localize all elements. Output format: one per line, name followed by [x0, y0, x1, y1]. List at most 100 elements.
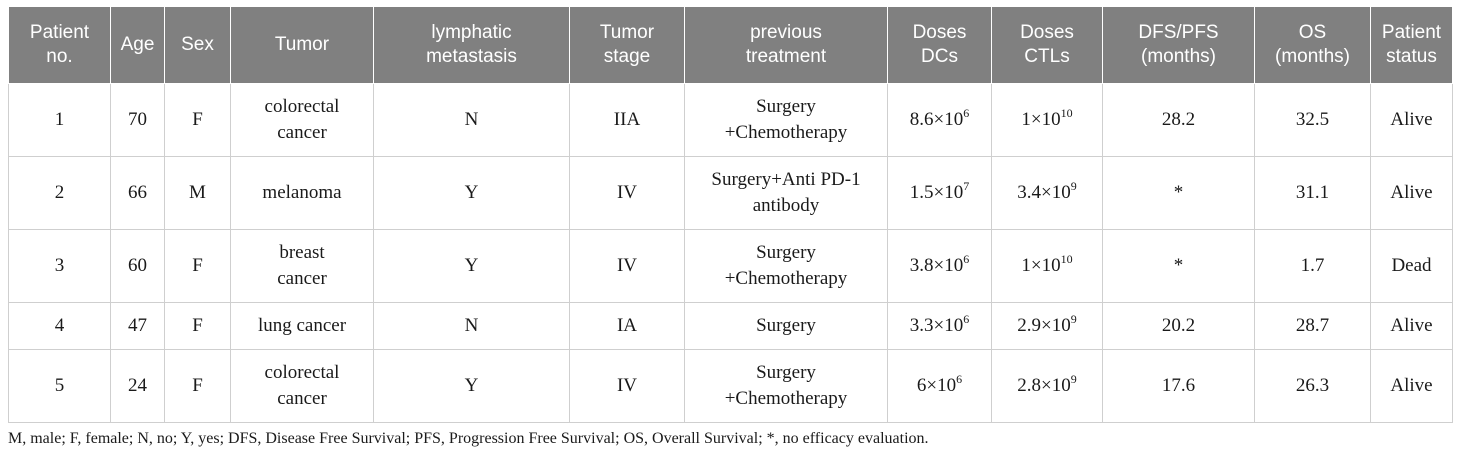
cell-lymphatic-metastasis: N — [373, 83, 570, 157]
cell-tumor-stage: IV — [569, 156, 685, 230]
dose-base: 2.8×10 — [1017, 375, 1071, 396]
cell-doses-dcs: 8.6×106 — [887, 83, 992, 157]
header-doses-ctls: Doses CTLs — [991, 6, 1103, 84]
cell-age: 60 — [110, 229, 165, 303]
cell-dfs-pfs: * — [1102, 156, 1255, 230]
cell-patient-status: Alive — [1370, 156, 1453, 230]
table-row: 4 47 F lung cancer N IA Surgery 3.3×106 … — [8, 302, 1453, 350]
cell-lymphatic-metastasis: N — [373, 302, 570, 350]
header-row: Patient no. Age Sex Tumor lymphatic meta… — [8, 6, 1453, 84]
dose-base: 2.9×10 — [1017, 315, 1071, 336]
cell-lymphatic-metastasis: Y — [373, 229, 570, 303]
cell-os: 28.7 — [1254, 302, 1371, 350]
table-row: 2 66 M melanoma Y IV Surgery+Anti PD-1 a… — [8, 156, 1453, 230]
table-header: Patient no. Age Sex Tumor lymphatic meta… — [8, 6, 1453, 84]
cell-tumor: colorectal cancer — [230, 349, 374, 423]
dose-base: 1.5×10 — [909, 182, 964, 203]
dose-exponent: 9 — [1070, 371, 1077, 386]
header-age: Age — [110, 6, 165, 84]
cell-doses-ctls: 1×1010 — [991, 229, 1103, 303]
cell-lymphatic-metastasis: Y — [373, 156, 570, 230]
cell-os: 31.1 — [1254, 156, 1371, 230]
cell-doses-dcs: 3.8×106 — [887, 229, 992, 303]
header-doses-dcs: Doses DCs — [887, 6, 992, 84]
table-row: 3 60 F breast cancer Y IV Surgery +Chemo… — [8, 229, 1453, 303]
cell-patient-no: 2 — [8, 156, 111, 230]
cell-age: 47 — [110, 302, 165, 350]
cell-tumor-stage: IA — [569, 302, 685, 350]
patient-table: Patient no. Age Sex Tumor lymphatic meta… — [8, 6, 1453, 423]
dose-base: 3.4×10 — [1017, 182, 1071, 203]
dose-exponent: 6 — [963, 311, 970, 326]
cell-patient-status: Dead — [1370, 229, 1453, 303]
dose-base: 8.6×10 — [909, 109, 964, 130]
cell-doses-ctls: 3.4×109 — [991, 156, 1103, 230]
table-row: 5 24 F colorectal cancer Y IV Surgery +C… — [8, 349, 1453, 423]
dose-exponent: 6 — [963, 251, 970, 266]
cell-previous-treatment: Surgery +Chemotherapy — [684, 349, 888, 423]
dose-exponent: 9 — [1070, 178, 1077, 193]
cell-patient-status: Alive — [1370, 349, 1453, 423]
cell-patient-no: 4 — [8, 302, 111, 350]
header-os: OS (months) — [1254, 6, 1371, 84]
cell-age: 70 — [110, 83, 165, 157]
header-tumor: Tumor — [230, 6, 374, 84]
dose-base: 6×10 — [916, 375, 957, 396]
cell-tumor-stage: IV — [569, 229, 685, 303]
cell-sex: F — [164, 83, 231, 157]
cell-tumor-stage: IIA — [569, 83, 685, 157]
header-patient-status: Patient status — [1370, 6, 1453, 84]
cell-tumor: lung cancer — [230, 302, 374, 350]
dose-base: 3.8×10 — [909, 255, 964, 276]
header-previous-treatment: previous treatment — [684, 6, 888, 84]
cell-doses-dcs: 3.3×106 — [887, 302, 992, 350]
dose-base: 3.3×10 — [909, 315, 964, 336]
cell-os: 32.5 — [1254, 83, 1371, 157]
cell-patient-no: 5 — [8, 349, 111, 423]
cell-previous-treatment: Surgery — [684, 302, 888, 350]
table-footnote: M, male; F, female; N, no; Y, yes; DFS, … — [8, 430, 929, 447]
cell-doses-dcs: 6×106 — [887, 349, 992, 423]
dose-base: 1×10 — [1021, 255, 1061, 276]
header-lymphatic-metastasis: lymphatic metastasis — [373, 6, 570, 84]
cell-doses-dcs: 1.5×107 — [887, 156, 992, 230]
cell-patient-status: Alive — [1370, 83, 1453, 157]
dose-exponent: 6 — [963, 105, 970, 120]
cell-doses-ctls: 1×1010 — [991, 83, 1103, 157]
cell-doses-ctls: 2.8×109 — [991, 349, 1103, 423]
header-dfs-pfs: DFS/PFS (months) — [1102, 6, 1255, 84]
cell-sex: M — [164, 156, 231, 230]
header-tumor-stage: Tumor stage — [569, 6, 685, 84]
cell-sex: F — [164, 229, 231, 303]
cell-sex: F — [164, 349, 231, 423]
header-patient-no: Patient no. — [8, 6, 111, 84]
dose-exponent: 10 — [1060, 251, 1073, 266]
dose-exponent: 7 — [963, 178, 970, 193]
cell-os: 26.3 — [1254, 349, 1371, 423]
cell-doses-ctls: 2.9×109 — [991, 302, 1103, 350]
cell-previous-treatment: Surgery+Anti PD-1 antibody — [684, 156, 888, 230]
cell-previous-treatment: Surgery +Chemotherapy — [684, 83, 888, 157]
cell-tumor-stage: IV — [569, 349, 685, 423]
header-sex: Sex — [164, 6, 231, 84]
dose-exponent: 10 — [1060, 105, 1073, 120]
cell-previous-treatment: Surgery +Chemotherapy — [684, 229, 888, 303]
cell-patient-status: Alive — [1370, 302, 1453, 350]
cell-os: 1.7 — [1254, 229, 1371, 303]
cell-tumor: colorectal cancer — [230, 83, 374, 157]
dose-base: 1×10 — [1021, 109, 1061, 130]
cell-tumor: breast cancer — [230, 229, 374, 303]
cell-tumor: melanoma — [230, 156, 374, 230]
cell-age: 66 — [110, 156, 165, 230]
cell-dfs-pfs: 17.6 — [1102, 349, 1255, 423]
cell-age: 24 — [110, 349, 165, 423]
cell-dfs-pfs: 20.2 — [1102, 302, 1255, 350]
cell-dfs-pfs: 28.2 — [1102, 83, 1255, 157]
cell-lymphatic-metastasis: Y — [373, 349, 570, 423]
cell-dfs-pfs: * — [1102, 229, 1255, 303]
table-row: 1 70 F colorectal cancer N IIA Surgery +… — [8, 83, 1453, 157]
cell-patient-no: 1 — [8, 83, 111, 157]
cell-patient-no: 3 — [8, 229, 111, 303]
dose-exponent: 6 — [956, 371, 963, 386]
dose-exponent: 9 — [1070, 311, 1077, 326]
